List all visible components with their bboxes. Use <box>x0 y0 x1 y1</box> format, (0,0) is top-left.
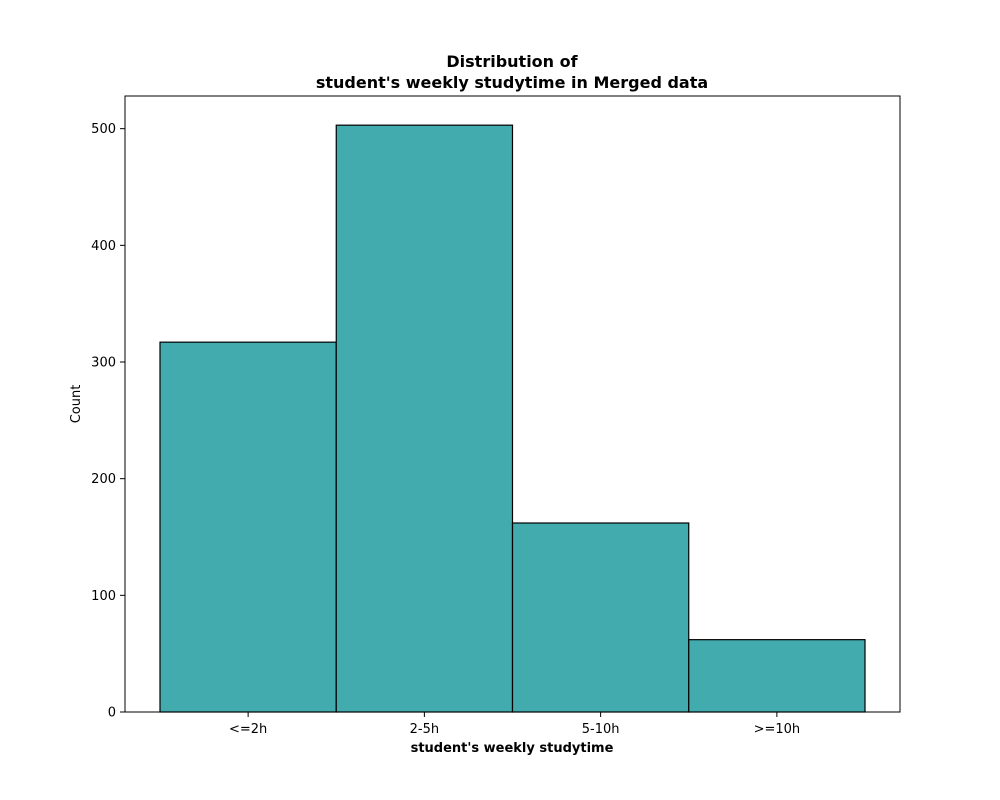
y-axis-ticks: 0 100 200 300 400 500 <box>91 122 125 721</box>
y-tick-label-1: 100 <box>91 589 116 604</box>
chart-title-line-2: student's weekly studytime in Merged dat… <box>316 73 708 92</box>
x-tick-label-3: >=10h <box>754 722 801 737</box>
bars-group <box>159 124 866 713</box>
x-axis-label: student's weekly studytime <box>411 741 614 756</box>
bar-3 <box>688 639 866 713</box>
bar-0 <box>159 341 337 713</box>
y-tick-label-4: 400 <box>91 239 116 254</box>
y-tick-label-3: 300 <box>91 356 116 371</box>
y-tick-label-0: 0 <box>108 706 116 721</box>
y-tick-label-2: 200 <box>91 472 116 487</box>
x-tick-label-0: <=2h <box>229 722 267 737</box>
bar-2 <box>511 522 690 713</box>
x-axis-ticks: <=2h 2-5h 5-10h >=10h <box>229 712 800 737</box>
x-tick-label-1: 2-5h <box>410 722 439 737</box>
bar-1 <box>335 124 514 713</box>
y-tick-label-5: 500 <box>91 122 116 137</box>
plot-frame <box>124 95 901 713</box>
y-axis-label: Count <box>69 385 84 424</box>
x-tick-label-2: 5-10h <box>582 722 620 737</box>
chart-title-line-1: Distribution of <box>446 52 578 71</box>
